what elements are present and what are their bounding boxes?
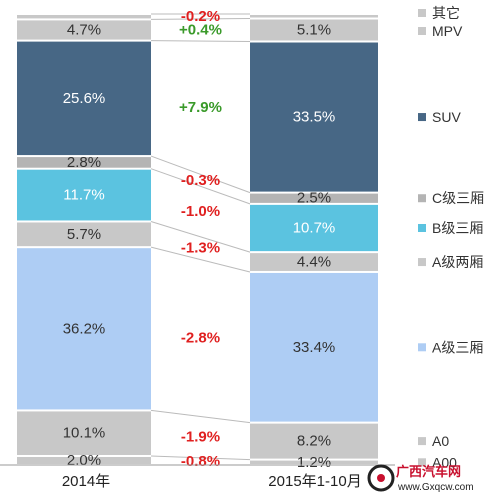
bar-segment-1-5 [250,193,378,203]
segment-label-0-1: 10.1% [63,425,106,442]
bar-segment-0-7 [17,20,151,40]
connector-line [150,18,251,20]
x-tick-label-2015: 2015年1-10月 [268,473,361,490]
segment-label-0-6: 25.6% [63,90,106,107]
bar-segment-0-4 [17,169,151,221]
segment-label-1-3: 4.4% [297,254,331,271]
legend-label-5: C级三厢 [432,190,484,206]
legend-swatch-1 [418,437,426,446]
change-label-0: -0.8% [181,453,220,470]
segment-label-0-2: 36.2% [63,320,106,337]
segment-label-1-2: 33.4% [293,339,336,356]
legend-label-0: A00 [432,454,457,470]
legend-label-3: A级两厢 [432,254,483,270]
bar-segment-0-1 [17,411,151,455]
legend: 其它 MPV SUV C级三厢 B级三厢 A级两厢 A级三厢 A0 A00 [418,5,484,470]
watermark-logo: 广西汽车网 www.Gxqcw.com [367,464,474,493]
wheel-hub-icon [377,474,385,482]
segment-label-0-4: 11.7% [63,187,104,204]
connector-line [150,246,251,273]
bar-segment-1-1 [250,423,378,459]
bar-segment-1-0 [250,460,378,464]
bar-segment-1-2 [250,272,378,422]
change-label-2: -2.8% [181,330,220,347]
bar-segment-0-3 [17,222,151,247]
segment-label-1-0: 1.2% [297,454,331,471]
change-label-5: -0.3% [181,172,220,189]
legend-label-4: B级三厢 [432,220,483,236]
connector-line [150,220,251,253]
bar-segment-1-6 [250,42,378,192]
connector-line [150,40,251,43]
segment-label-1-6: 33.5% [293,109,336,126]
change-label-7: +0.4% [179,22,222,39]
bar-segment-1-8 [250,15,378,18]
connector-line [150,155,251,194]
connector-line [150,455,251,461]
watermark-url: www.Gxqcw.com [397,482,474,493]
segment-label-1-5: 2.5% [297,190,331,207]
segment-label-0-7: 4.7% [67,22,101,39]
legend-swatch-7 [418,27,426,35]
segment-label-0-0: 2.0% [67,452,101,469]
legend-swatch-2 [418,343,426,352]
segment-label-1-1: 8.2% [297,433,331,450]
bar-segment-0-0 [17,456,151,464]
connector-lines [150,13,251,466]
legend-label-1: A0 [432,433,449,449]
change-label-8: -0.2% [181,8,220,25]
bar-segment-0-6 [17,41,151,156]
segment-label-1-7: 5.1% [297,22,331,39]
segment-label-0-5: 2.8% [67,154,101,171]
change-labels: -0.8% -1.9% -2.8% -1.3% -1.0% -0.3% +7.9% +0.4%… [179,8,222,470]
legend-label-7: MPV [432,23,463,39]
segment-label-1-4: 10.7% [293,220,336,237]
bar-segment-1-7 [250,19,378,41]
legend-swatch-5 [418,194,426,203]
bar-segments [17,15,378,464]
bar-segment-0-5 [17,157,151,168]
connector-line [150,168,251,205]
change-label-3: -1.3% [181,240,220,257]
legend-swatch-3 [418,258,426,267]
legend-swatch-8 [418,9,426,17]
x-tick-label-2014: 2014年 [62,473,110,490]
bar-segment-1-3 [250,253,378,271]
legend-swatch-0 [418,458,426,467]
legend-label-8: 其它 [432,5,460,21]
watermark-text: 广西汽车网 [396,464,461,479]
legend-label-2: A级三厢 [432,339,483,355]
legend-swatch-6 [418,113,426,122]
change-label-1: -1.9% [181,429,220,446]
legend-swatch-4 [418,224,426,232]
segment-labels: 2.0% 10.1% 36.2% 5.7% 11.7% 2.8% 25.6% 4.7% 1.2%… [63,22,336,471]
connector-line [150,409,251,424]
bar-segment-0-8 [17,15,151,19]
change-label-4: -1.0% [181,203,220,220]
legend-label-6: SUV [432,109,461,125]
bar-segment-1-4 [250,204,378,252]
change-label-6: +7.9% [179,99,222,116]
segment-label-0-3: 5.7% [67,226,101,243]
bar-segment-0-2 [17,248,151,410]
